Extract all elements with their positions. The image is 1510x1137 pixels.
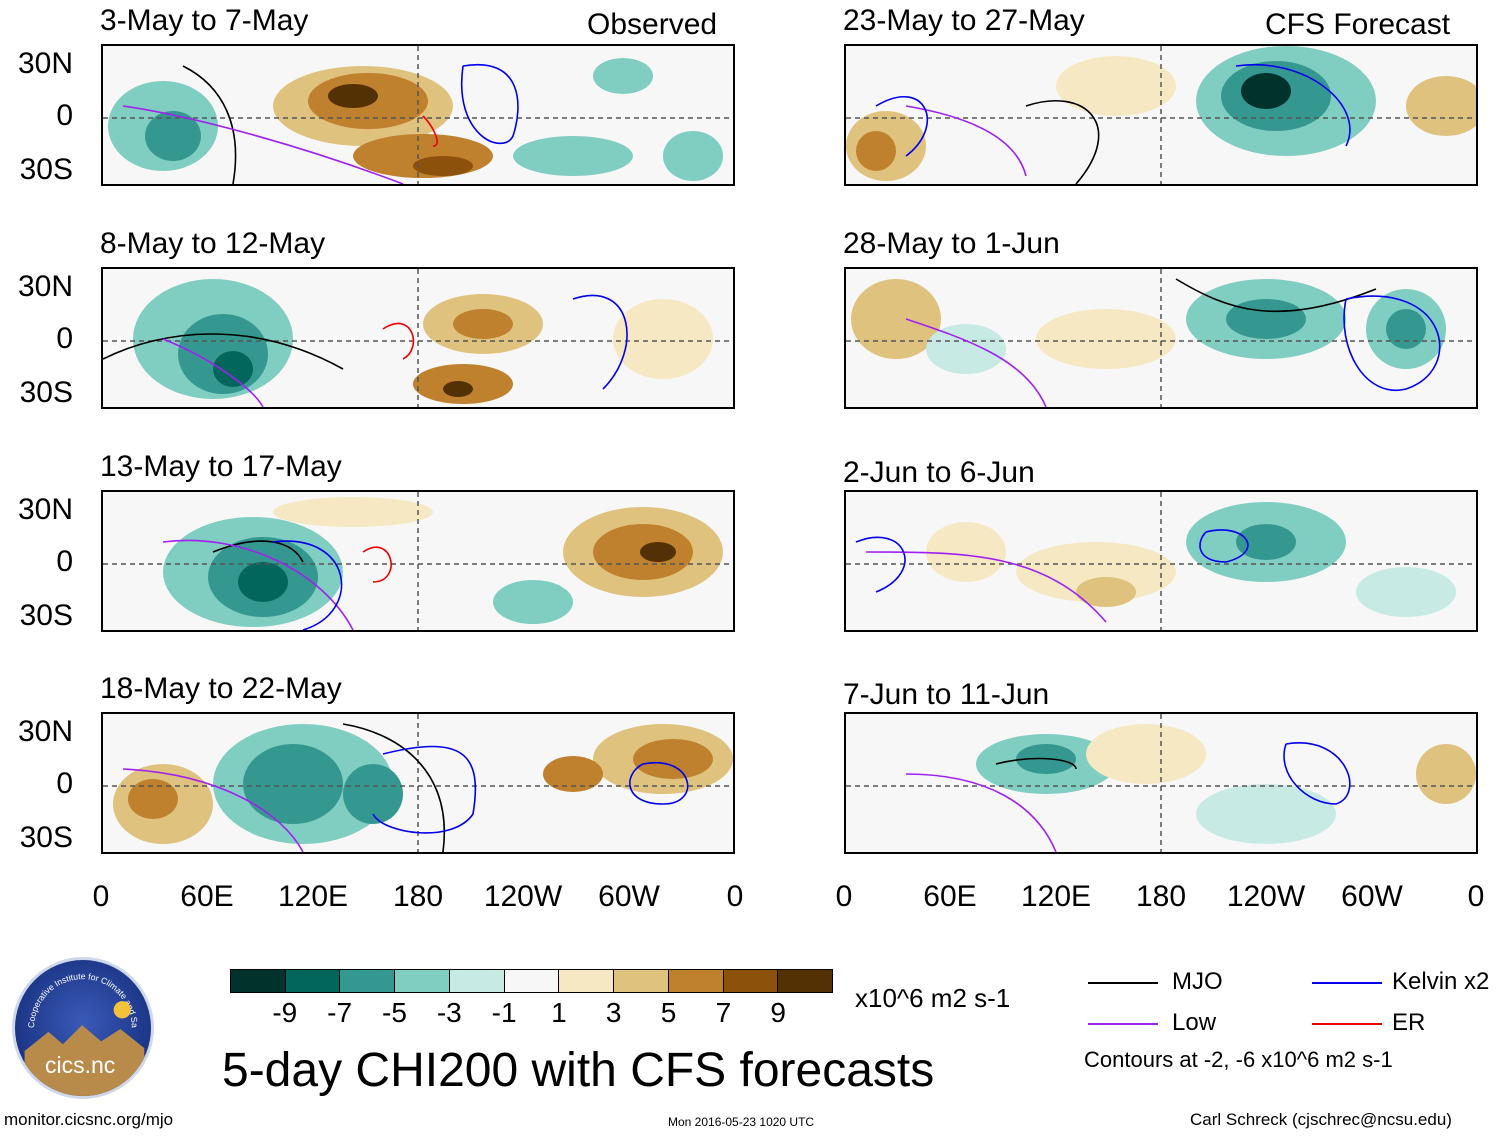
lat-label: 30S (19, 599, 73, 632)
colorbar-tick-label: 1 (551, 997, 567, 1028)
colorbar-segment (395, 970, 450, 992)
colorbar-tick-label: 5 (660, 997, 677, 1028)
footer-author: Carl Schreck (cjschrec@ncsu.edu) (1190, 1110, 1452, 1129)
colorbar-segment (285, 970, 341, 992)
lat-label: 30N (17, 715, 73, 748)
map-field (103, 492, 733, 630)
panel-title-obs-4: 18-May to 22-May (100, 672, 342, 705)
lat-label: 30N (17, 47, 73, 80)
colorbar-tick-label: -7 (327, 997, 353, 1028)
colorbar-segment (723, 970, 779, 992)
legend-low-label: Low (1172, 1009, 1217, 1036)
lat-label: 0 (56, 99, 73, 132)
lon-label: 0 (726, 880, 744, 913)
lat-label: 30N (17, 270, 73, 303)
lon-label: 60E (180, 880, 234, 913)
colorbar-segment (668, 970, 724, 992)
legend-kelvin-line (1312, 982, 1382, 984)
cics-logo: Cooperative Institute for Climate and Sa… (12, 957, 154, 1099)
footer-url: monitor.cicsnc.org/mjo (4, 1110, 174, 1129)
lon-label: 0 (835, 880, 853, 913)
colorbar-segment (340, 970, 396, 992)
panel-title-obs-2: 8-May to 12-May (100, 227, 326, 260)
colorbar (230, 969, 833, 993)
lat-label: 0 (56, 767, 73, 800)
legend-kelvin-label: Kelvin x2 (1392, 968, 1490, 995)
lat-label: 30N (17, 493, 73, 526)
colorbar-segment (449, 970, 505, 992)
lon-label: 0 (92, 880, 110, 913)
lon-label: 180 (1135, 880, 1187, 913)
colorbar-tick-label: -9 (272, 997, 298, 1028)
colorbar-tick-label: -1 (491, 997, 517, 1028)
lon-label: 60W (598, 880, 660, 913)
lon-label: 60E (923, 880, 977, 913)
colorbar-segment (231, 970, 286, 992)
map-panel-obs-3 (101, 490, 735, 632)
panel-title-fc-1: 23-May to 27-May (843, 4, 1085, 37)
map-field (103, 714, 733, 852)
colorbar-segment (504, 970, 560, 992)
map-panel-fc-4 (844, 712, 1478, 854)
colorbar-tick-label: -5 (382, 997, 407, 1028)
legend-mjo-line (1088, 982, 1158, 984)
map-field (846, 269, 1476, 407)
colorbar-units: x10^6 m2 s-1 (855, 983, 1011, 1013)
lat-label: 30S (19, 153, 73, 186)
lat-label: 0 (56, 322, 73, 355)
map-field (103, 46, 733, 184)
legend-er-label: ER (1392, 1009, 1426, 1036)
lon-label: 180 (392, 880, 444, 913)
map-panel-obs-2 (101, 267, 735, 409)
logo-graphic: Cooperative Institute for Climate and Sa… (15, 960, 145, 1096)
colorbar-tick-label: 3 (605, 997, 622, 1028)
legend-mjo-label: MJO (1172, 968, 1223, 995)
map-field (846, 714, 1476, 852)
map-panel-fc-3 (844, 490, 1478, 632)
panel-title-fc-3: 2-Jun to 6-Jun (843, 456, 1035, 489)
legend-er-line (1312, 1023, 1382, 1025)
colorbar-segment (614, 970, 669, 992)
lon-label: 120W (483, 880, 563, 913)
panel-title-fc-2: 28-May to 1-Jun (843, 227, 1060, 260)
colorbar-segment (559, 970, 615, 992)
lat-label: 30S (19, 376, 73, 409)
figure-title: 5-day CHI200 with CFS forecasts (222, 1044, 935, 1097)
footer-timestamp: Mon 2016-05-23 1020 UTC (668, 1115, 815, 1129)
lon-label: 0 (1467, 880, 1485, 913)
colorbar-tick-label: 9 (770, 997, 786, 1028)
colorbar-segment (778, 970, 833, 992)
lat-label: 30S (19, 821, 73, 854)
lon-label: 120E (277, 880, 349, 913)
legend-low-line (1088, 1023, 1158, 1025)
lon-label: 60W (1341, 880, 1403, 913)
map-panel-obs-1 (101, 44, 735, 186)
cfs-forecast-label: CFS Forecast (1265, 8, 1451, 41)
panel-title-obs-1: 3-May to 7-May (100, 4, 309, 37)
lon-label: 120W (1226, 880, 1306, 913)
map-field (846, 492, 1476, 630)
contour-note: Contours at -2, -6 x10^6 m2 s-1 (1084, 1047, 1393, 1072)
map-field (103, 269, 733, 407)
map-panel-fc-2 (844, 267, 1478, 409)
observed-label: Observed (587, 8, 718, 41)
lat-label: 0 (56, 545, 73, 578)
panel-title-fc-4: 7-Jun to 11-Jun (843, 678, 1050, 711)
colorbar-tick-label: -3 (436, 997, 462, 1028)
map-panel-obs-4 (101, 712, 735, 854)
map-field (846, 46, 1476, 184)
panel-title-obs-3: 13-May to 17-May (100, 450, 342, 483)
map-panel-fc-1 (844, 44, 1478, 186)
lon-label: 120E (1020, 880, 1092, 913)
colorbar-tick-label: 7 (715, 997, 732, 1028)
logo-text: cics.nc (45, 1052, 115, 1078)
